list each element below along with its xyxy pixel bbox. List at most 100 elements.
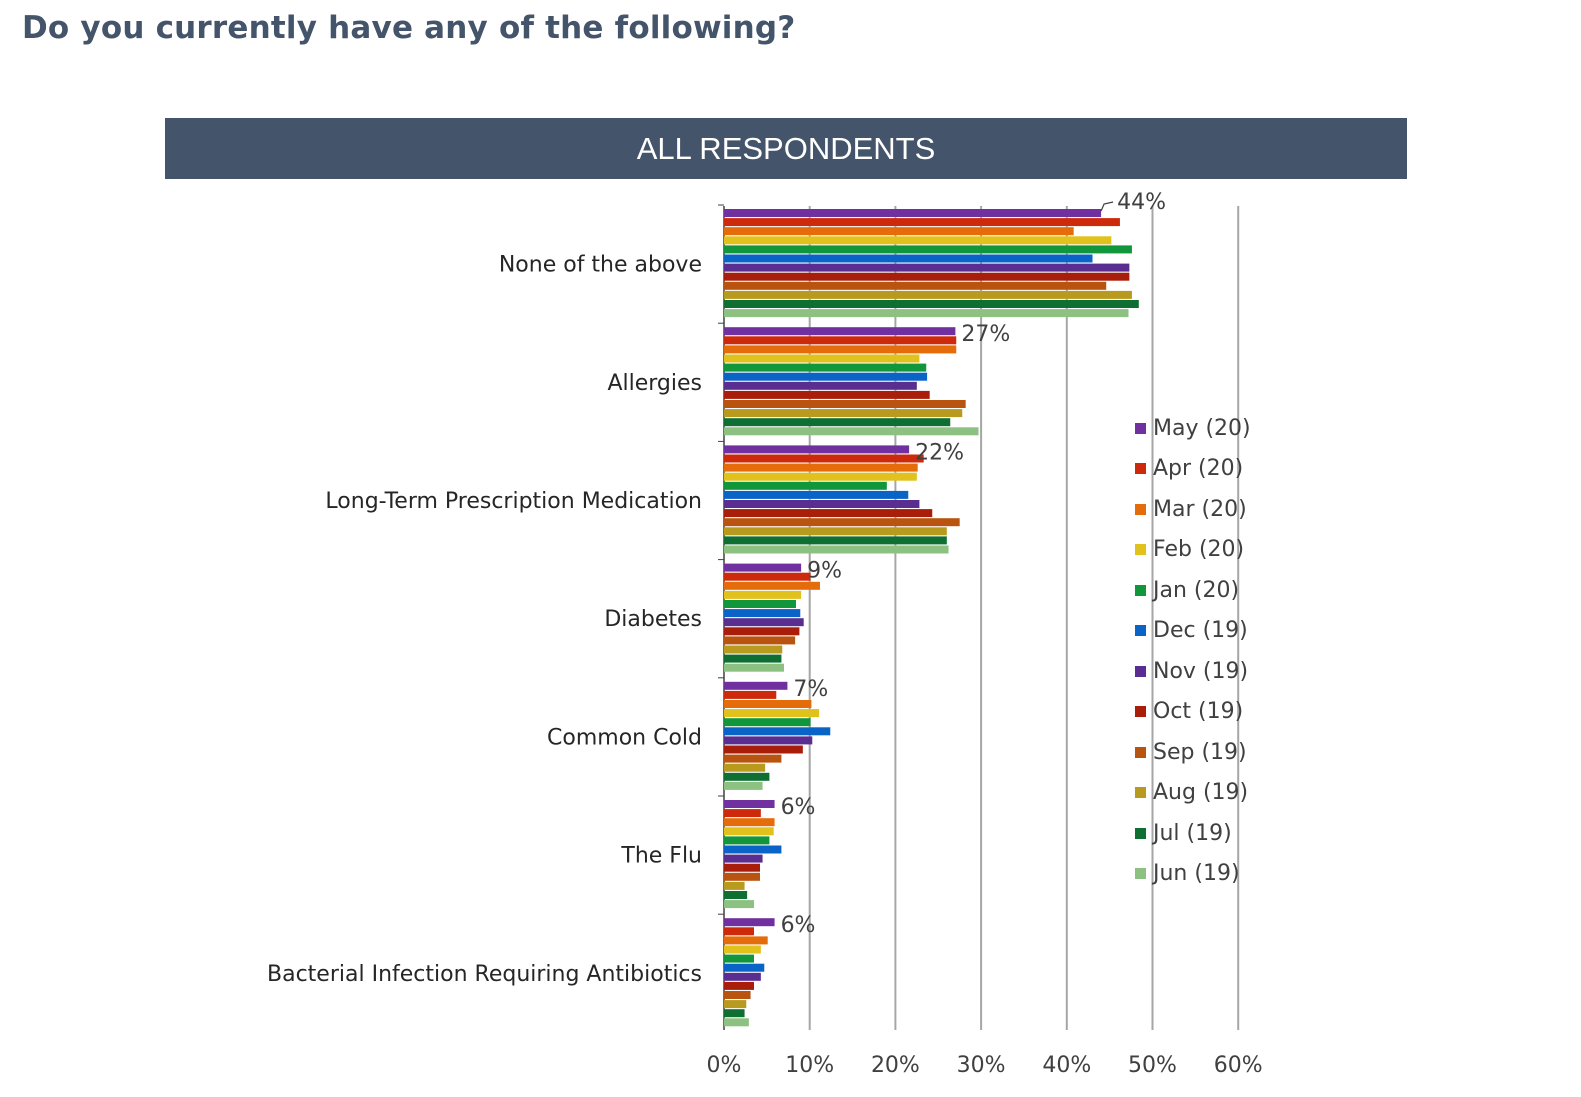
legend-label: Sep (19) bbox=[1153, 739, 1247, 765]
data-labels: 44% 27% 22% 9% 7% 6% 6% bbox=[781, 190, 1166, 938]
bar bbox=[724, 700, 812, 708]
legend-label: Aug (19) bbox=[1153, 780, 1249, 806]
legend-swatch bbox=[1135, 665, 1146, 677]
bar bbox=[724, 418, 951, 427]
legend-swatch bbox=[1135, 463, 1146, 475]
data-label: 7% bbox=[793, 677, 828, 702]
bar bbox=[724, 327, 956, 336]
legend-swatch bbox=[1135, 706, 1146, 718]
x-tick-label: 50% bbox=[1128, 1053, 1177, 1078]
bar bbox=[724, 1009, 745, 1018]
bar bbox=[724, 736, 813, 745]
leader-line bbox=[1100, 201, 1114, 212]
x-tick-label: 30% bbox=[957, 1053, 1006, 1078]
bar bbox=[724, 545, 949, 554]
bar bbox=[724, 527, 947, 536]
legend-item: Jul (19) bbox=[1135, 813, 1251, 854]
bar bbox=[724, 927, 754, 936]
bar bbox=[724, 609, 801, 618]
bar bbox=[724, 754, 782, 763]
x-tick-label: 60% bbox=[1214, 1053, 1263, 1078]
legend-label: Mar (20) bbox=[1153, 496, 1247, 522]
legend-swatch bbox=[1135, 787, 1146, 799]
category-labels: None of the above Allergies Long-Term Pres… bbox=[267, 253, 702, 987]
bar bbox=[724, 281, 1107, 290]
x-tick-labels: 0% 10% 20% 30% 40% 50% 60% bbox=[707, 1053, 1263, 1078]
category-label: None of the above bbox=[499, 253, 702, 278]
bar bbox=[724, 663, 784, 672]
bar bbox=[724, 518, 960, 527]
legend-item: Jun (19) bbox=[1135, 854, 1251, 895]
bar bbox=[724, 463, 918, 472]
bar bbox=[724, 772, 770, 781]
bar bbox=[724, 863, 760, 872]
bar bbox=[724, 345, 957, 354]
bar bbox=[724, 409, 963, 418]
legend-item: Feb (20) bbox=[1135, 530, 1251, 571]
data-label: 44% bbox=[1117, 190, 1166, 215]
bar bbox=[724, 500, 920, 508]
x-tick-label: 20% bbox=[871, 1053, 920, 1078]
bar bbox=[724, 936, 768, 945]
bar bbox=[724, 845, 782, 854]
legend-swatch bbox=[1135, 544, 1146, 556]
bar bbox=[724, 290, 1132, 299]
bar bbox=[724, 372, 928, 381]
bar bbox=[724, 536, 947, 545]
bar bbox=[724, 427, 979, 436]
bar bbox=[724, 400, 966, 408]
bar bbox=[724, 918, 775, 927]
legend-item: May (20) bbox=[1135, 408, 1251, 449]
legend-item: Nov (19) bbox=[1135, 651, 1251, 692]
bar bbox=[724, 1000, 747, 1009]
bar bbox=[724, 563, 802, 572]
bar bbox=[724, 827, 774, 836]
legend-label: Dec (19) bbox=[1153, 618, 1248, 644]
bar bbox=[724, 600, 796, 608]
legend-label: Oct (19) bbox=[1153, 699, 1244, 725]
bar bbox=[724, 981, 754, 990]
category-label: Long-Term Prescription Medication bbox=[325, 489, 702, 514]
bar bbox=[724, 354, 920, 363]
category-label: The Flu bbox=[620, 844, 702, 869]
bar bbox=[724, 945, 761, 954]
legend-swatch bbox=[1135, 868, 1146, 880]
bar bbox=[724, 336, 957, 345]
bar bbox=[724, 390, 930, 399]
bar bbox=[724, 481, 887, 490]
legend-swatch bbox=[1135, 503, 1146, 515]
legend-label: May (20) bbox=[1153, 415, 1251, 441]
bar bbox=[724, 727, 831, 736]
data-label: 22% bbox=[915, 440, 964, 465]
bar bbox=[724, 300, 1139, 308]
bars bbox=[724, 209, 1139, 1027]
legend-item: Mar (20) bbox=[1135, 489, 1251, 530]
legend-item: Sep (19) bbox=[1135, 732, 1251, 773]
bar bbox=[724, 690, 777, 699]
bar bbox=[724, 745, 803, 754]
bar bbox=[724, 209, 1102, 217]
category-label: Allergies bbox=[607, 371, 702, 396]
bar bbox=[724, 572, 811, 581]
bar bbox=[724, 818, 775, 827]
legend-item: Oct (19) bbox=[1135, 692, 1251, 733]
category-label: Diabetes bbox=[604, 607, 702, 632]
legend-swatch bbox=[1135, 422, 1146, 434]
bar bbox=[724, 800, 775, 808]
bar bbox=[724, 454, 924, 463]
bar bbox=[724, 645, 783, 654]
legend-swatch bbox=[1135, 827, 1146, 839]
bar bbox=[724, 509, 933, 518]
legend-item: Aug (19) bbox=[1135, 773, 1251, 814]
bar bbox=[724, 381, 917, 390]
x-tick-label: 10% bbox=[785, 1053, 834, 1078]
bar bbox=[724, 245, 1132, 254]
bar bbox=[724, 590, 802, 599]
data-label: 6% bbox=[781, 795, 816, 820]
bar bbox=[724, 963, 765, 972]
data-label: 9% bbox=[807, 559, 842, 584]
bar bbox=[724, 236, 1112, 245]
bar bbox=[724, 227, 1074, 236]
bar bbox=[724, 872, 760, 881]
